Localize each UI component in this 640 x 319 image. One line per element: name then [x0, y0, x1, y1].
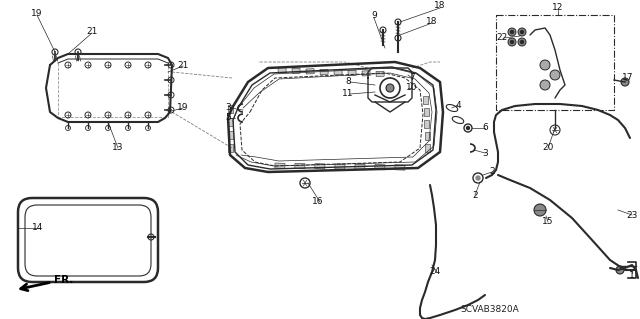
Text: 14: 14: [32, 224, 44, 233]
Circle shape: [467, 127, 470, 130]
Circle shape: [520, 31, 524, 33]
Text: 3: 3: [482, 149, 488, 158]
Bar: [228, 118, 233, 126]
Bar: [424, 120, 429, 128]
Bar: [425, 144, 430, 152]
Circle shape: [616, 266, 624, 274]
Circle shape: [518, 28, 526, 36]
Bar: [228, 144, 233, 152]
Bar: [395, 165, 405, 170]
Bar: [320, 69, 328, 75]
Circle shape: [540, 80, 550, 90]
Text: FR.: FR.: [54, 275, 74, 285]
Text: 13: 13: [112, 144, 124, 152]
Bar: [315, 164, 325, 169]
Bar: [496, 15, 614, 110]
Circle shape: [508, 38, 516, 46]
Bar: [376, 71, 384, 77]
Text: SCVAB3820A: SCVAB3820A: [461, 306, 520, 315]
Text: 16: 16: [312, 197, 324, 206]
Text: 20: 20: [542, 144, 554, 152]
Circle shape: [386, 84, 394, 92]
Circle shape: [550, 70, 560, 80]
Bar: [334, 70, 342, 75]
Circle shape: [518, 38, 526, 46]
Text: 2: 2: [489, 167, 495, 176]
Text: 7: 7: [409, 73, 415, 83]
Text: 19: 19: [177, 103, 189, 113]
Bar: [423, 96, 428, 104]
Text: 21: 21: [86, 27, 98, 36]
Bar: [292, 68, 300, 73]
Bar: [306, 69, 314, 74]
Circle shape: [621, 78, 629, 86]
Text: 10: 10: [406, 84, 418, 93]
Circle shape: [511, 31, 513, 33]
Circle shape: [534, 204, 546, 216]
Text: 15: 15: [542, 218, 554, 226]
Text: 4: 4: [455, 100, 461, 109]
Text: 3: 3: [225, 103, 231, 113]
Bar: [424, 132, 429, 140]
Bar: [355, 164, 365, 169]
Circle shape: [540, 60, 550, 70]
Bar: [278, 68, 286, 73]
Bar: [424, 108, 429, 116]
Bar: [362, 71, 370, 76]
Bar: [228, 131, 233, 139]
Text: 6: 6: [482, 123, 488, 132]
Bar: [335, 164, 345, 169]
Text: 2: 2: [472, 190, 478, 199]
Text: 24: 24: [429, 268, 440, 277]
Text: 21: 21: [177, 61, 189, 70]
Bar: [295, 163, 305, 169]
Text: 19: 19: [31, 9, 43, 18]
Bar: [375, 165, 385, 170]
Text: 23: 23: [627, 211, 637, 219]
Text: 17: 17: [622, 73, 634, 83]
Text: 12: 12: [552, 4, 564, 12]
Bar: [275, 163, 285, 168]
Text: 8: 8: [345, 78, 351, 86]
Bar: [228, 105, 233, 113]
Text: 1: 1: [629, 271, 635, 279]
Circle shape: [511, 41, 513, 43]
Circle shape: [508, 28, 516, 36]
Bar: [348, 70, 356, 76]
Circle shape: [476, 176, 480, 180]
Text: 11: 11: [342, 90, 354, 99]
Text: 18: 18: [426, 18, 438, 26]
Text: 22: 22: [497, 33, 508, 42]
Text: 5: 5: [225, 114, 231, 122]
Circle shape: [520, 41, 524, 43]
Text: 18: 18: [435, 2, 445, 11]
Text: 9: 9: [371, 11, 377, 20]
